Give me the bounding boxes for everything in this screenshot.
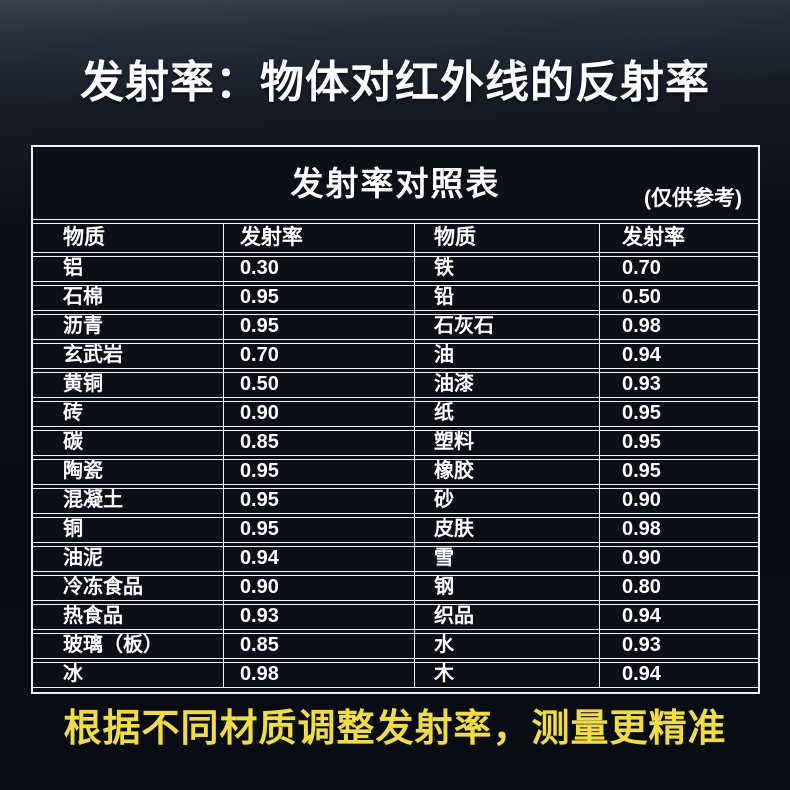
- emissivity-value: 0.95: [239, 489, 279, 511]
- emissivity-value: 0.94: [621, 344, 661, 366]
- material-name: 铁: [433, 257, 454, 279]
- emissivity-value: 0.30: [239, 257, 279, 279]
- emissivity-value: 0.98: [621, 518, 661, 540]
- footer-text: 根据不同材质调整发射率，测量更精准: [63, 708, 727, 750]
- material-name: 皮肤: [433, 518, 474, 540]
- emissivity-value: 0.85: [239, 431, 279, 453]
- table-header-row: 物质 发射率 物质 发射率: [33, 223, 758, 253]
- emissivity-value: 0.95: [621, 460, 661, 482]
- emissivity-value: 0.95: [239, 286, 279, 308]
- emissivity-value: 0.90: [239, 576, 279, 598]
- emissivity-value: 0.80: [621, 576, 661, 598]
- emissivity-value: 0.90: [621, 489, 661, 511]
- vertical-divider: [599, 223, 600, 688]
- emissivity-value: 0.50: [239, 373, 279, 395]
- material-name: 橡胶: [433, 460, 474, 482]
- material-name: 玻璃（板）: [63, 634, 163, 656]
- material-name: 混凝土: [63, 489, 123, 511]
- table-row: 冷冻食品 0.90 钢 0.80: [33, 575, 758, 601]
- material-name: 油: [433, 344, 454, 366]
- material-name: 木: [433, 663, 454, 685]
- emissivity-table: 物质 发射率 物质 发射率 铝 0.30 铁 0.70 石棉 0.95 铅 0.50 沥青 0.9…: [33, 223, 758, 688]
- emissivity-value: 0.90: [239, 402, 279, 424]
- emissivity-value: 0.98: [239, 663, 279, 685]
- material-name: 玄武岩: [63, 344, 123, 366]
- column-header-material-left: 物质: [63, 226, 105, 249]
- material-name: 铜: [63, 518, 83, 540]
- emissivity-value: 0.93: [621, 373, 661, 395]
- emissivity-value: 0.93: [621, 634, 661, 656]
- material-name: 塑料: [433, 431, 474, 453]
- material-name: 砂: [433, 489, 454, 511]
- table-row: 铝 0.30 铁 0.70: [33, 256, 758, 282]
- material-name: 水: [433, 634, 454, 656]
- emissivity-value: 0.93: [239, 605, 279, 627]
- table-row: 铜 0.95 皮肤 0.98: [33, 517, 758, 543]
- material-name: 石灰石: [433, 315, 494, 337]
- table-row: 热食品 0.93 织品 0.94: [33, 604, 758, 630]
- reference-note: (仅供参考): [644, 187, 742, 210]
- table-row: 混凝土 0.95 砂 0.90: [33, 488, 758, 514]
- table-body: 铝 0.30 铁 0.70 石棉 0.95 铅 0.50 沥青 0.95 石灰石 0.98 玄武岩 0.7…: [33, 256, 758, 688]
- emissivity-value: 0.94: [621, 605, 661, 627]
- table-row: 石棉 0.95 铅 0.50: [33, 285, 758, 311]
- emissivity-value: 0.70: [239, 344, 279, 366]
- material-name: 油漆: [433, 373, 474, 395]
- table-row: 油泥 0.94 雪 0.90: [33, 546, 758, 572]
- emissivity-value: 0.94: [239, 547, 279, 569]
- material-name: 陶瓷: [63, 460, 103, 482]
- material-name: 沥青: [63, 315, 103, 337]
- material-name: 碳: [63, 431, 83, 453]
- emissivity-value: 0.95: [621, 402, 661, 424]
- emissivity-value: 0.95: [239, 460, 279, 482]
- table-row: 碳 0.85 塑料 0.95: [33, 430, 758, 456]
- emissivity-value: 0.94: [621, 663, 661, 685]
- table-row: 陶瓷 0.95 橡胶 0.95: [33, 459, 758, 485]
- table-row: 沥青 0.95 石灰石 0.98: [33, 314, 758, 340]
- material-name: 钢: [433, 576, 454, 598]
- emissivity-value: 0.50: [621, 286, 661, 308]
- table-row: 黄铜 0.50 油漆 0.93: [33, 372, 758, 398]
- emissivity-value: 0.95: [239, 518, 279, 540]
- emissivity-value: 0.95: [621, 431, 661, 453]
- material-name: 热食品: [63, 605, 123, 627]
- material-name: 石棉: [63, 286, 103, 308]
- card-title: 发射率对照表: [290, 165, 501, 202]
- emissivity-value: 0.95: [239, 315, 279, 337]
- material-name: 铅: [433, 286, 454, 308]
- material-name: 织品: [433, 605, 474, 627]
- vertical-divider: [413, 223, 415, 688]
- table-row: 砖 0.90 纸 0.95: [33, 401, 758, 427]
- emissivity-value: 0.70: [621, 257, 661, 279]
- material-name: 纸: [433, 402, 454, 424]
- table-row: 玻璃（板） 0.85 水 0.93: [33, 633, 758, 659]
- page-title: 发射率：物体对红外线的反射率: [80, 58, 710, 107]
- emissivity-value: 0.85: [239, 634, 279, 656]
- vertical-divider: [222, 223, 224, 688]
- material-name: 砖: [63, 402, 83, 424]
- card-header: 发射率对照表 (仅供参考): [33, 147, 758, 220]
- table-row: 冰 0.98 木 0.94: [33, 662, 758, 688]
- emissivity-value: 0.98: [621, 315, 661, 337]
- material-name: 冷冻食品: [63, 576, 143, 598]
- column-header-emissivity-left: 发射率: [239, 226, 303, 249]
- table-row: 玄武岩 0.70 油 0.94: [33, 343, 758, 369]
- material-name: 铝: [63, 257, 83, 279]
- material-name: 油泥: [63, 547, 103, 569]
- emissivity-value: 0.90: [621, 547, 661, 569]
- material-name: 冰: [63, 663, 83, 685]
- material-name: 黄铜: [63, 373, 103, 395]
- emissivity-table-card: 发射率对照表 (仅供参考) 物质 发射率 物质 发射率 铝 0.30 铁 0.70 石棉…: [31, 145, 760, 694]
- column-header-emissivity-right: 发射率: [621, 226, 685, 249]
- column-header-material-right: 物质: [433, 226, 476, 249]
- material-name: 雪: [433, 547, 454, 569]
